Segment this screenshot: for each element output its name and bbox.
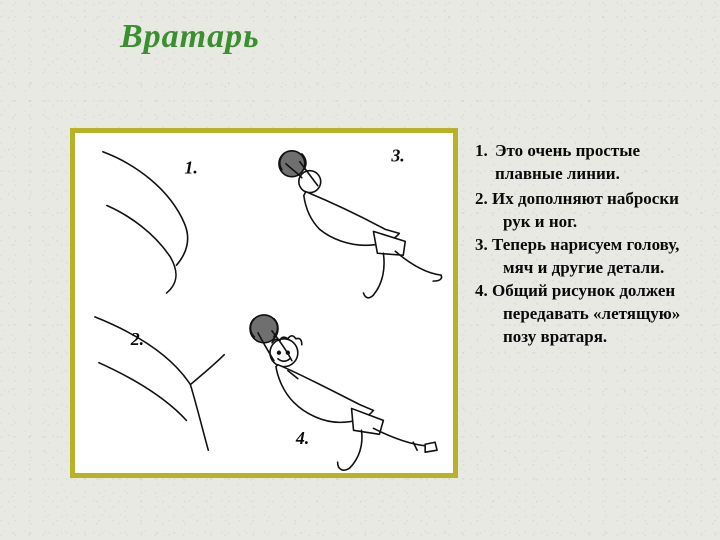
instruction-text: Их дополняют наброски рук и ног. — [492, 189, 679, 231]
step-4-label: 4. — [295, 428, 309, 448]
instruction-number: 2. — [475, 189, 488, 208]
step-3-figure — [279, 151, 442, 298]
instruction-text: Общий рисунок должен передавать «летящую… — [492, 281, 680, 346]
instruction-text: Это очень простые плавные линии. — [495, 140, 700, 186]
step-1-label: 1. — [184, 158, 197, 178]
step-2-lines — [95, 317, 224, 450]
instruction-item: 4. Общий рисунок должен передавать «летя… — [475, 280, 700, 349]
step-2-label: 2. — [130, 329, 144, 349]
step-3-label: 3. — [390, 146, 404, 166]
page-title: Вратарь — [120, 18, 260, 56]
instruction-item: 1. Это очень простые плавные линии. — [475, 140, 700, 186]
instruction-item: 3. Теперь нарисуем голову, мяч и другие … — [475, 234, 700, 280]
instruction-number: 4. — [475, 281, 488, 300]
tutorial-drawing: 1. 2. 3. 4. — [75, 133, 453, 473]
drawing-frame: 1. 2. 3. 4. — [70, 128, 458, 478]
step-4-figure — [250, 315, 437, 470]
instruction-text: Теперь нарисуем голову, мяч и другие дет… — [492, 235, 679, 277]
instruction-number: 1. — [475, 140, 495, 163]
instruction-item: 2. Их дополняют наброски рук и ног. — [475, 188, 700, 234]
instructions-list: 1. Это очень простые плавные линии. 2. И… — [475, 140, 700, 348]
step-1-lines — [103, 152, 188, 293]
instruction-number: 3. — [475, 235, 488, 254]
